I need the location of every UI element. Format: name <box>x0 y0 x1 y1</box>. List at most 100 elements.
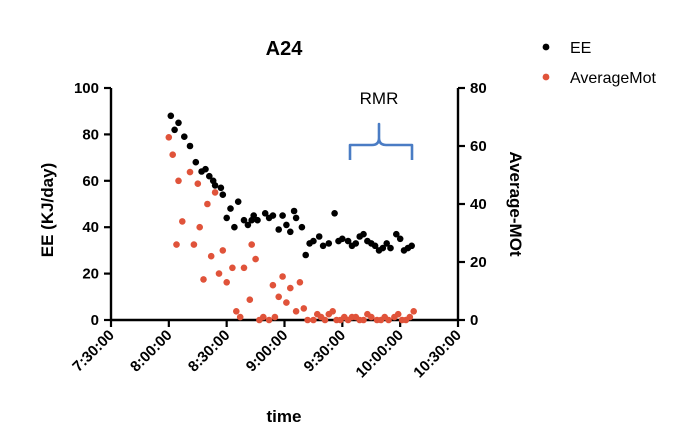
y-right-tick-label: 20 <box>470 254 487 271</box>
ee-point <box>240 216 248 224</box>
averagemot-point <box>275 293 283 301</box>
ee-point <box>290 207 298 215</box>
x-tick-label: 10:30:00 <box>410 327 464 381</box>
ee-point <box>331 210 338 217</box>
averagemot-point <box>211 189 219 196</box>
ee-point <box>206 172 213 180</box>
averagemot-point <box>279 273 286 280</box>
rmr-label: RMR <box>360 89 399 108</box>
averagemot-point <box>248 241 255 248</box>
y-right-tick-label: 60 <box>470 138 487 155</box>
averagemot-point <box>304 316 311 324</box>
ee-point <box>223 214 230 222</box>
legend-label-averagemot: AverageMot <box>570 70 657 87</box>
ee-point <box>298 223 306 231</box>
ee-point <box>269 212 277 219</box>
x-tick-label: 8:30:00 <box>185 327 234 376</box>
ee-point <box>283 221 290 229</box>
ee-point <box>244 221 252 229</box>
averagemot-point <box>219 247 227 254</box>
y-left-tick-label: 20 <box>82 266 99 283</box>
ee-point <box>339 235 346 243</box>
ee-point <box>383 240 391 247</box>
y-right-tick-label: 0 <box>470 312 478 329</box>
ee-point <box>408 242 416 250</box>
averagemot-point <box>215 270 223 277</box>
ee-point <box>325 240 333 247</box>
x-tick-label: 10:00:00 <box>353 327 407 381</box>
x-tick-label: 9:00:00 <box>243 327 292 376</box>
averagemot-point <box>229 264 236 272</box>
ee-point <box>396 235 404 243</box>
averagemot-point <box>385 316 392 324</box>
ee-point <box>171 126 178 134</box>
y-axis-left-label: EE (KJ/day) <box>38 163 57 257</box>
ee-point <box>202 165 209 173</box>
averagemot-point <box>200 276 207 283</box>
averagemot-point <box>296 279 304 286</box>
averagemot-point <box>300 305 308 312</box>
averagemot-point <box>410 308 418 315</box>
ee-point <box>275 226 283 233</box>
ee-point <box>310 237 317 245</box>
ee-point <box>287 228 294 236</box>
ee-point <box>227 205 234 212</box>
ee-point <box>250 212 257 219</box>
averagemot-point <box>287 284 294 292</box>
legend-label-ee: EE <box>570 40 591 57</box>
x-tick-label: 8:00:00 <box>127 327 176 376</box>
ee-point <box>302 251 310 259</box>
y-right-tick-label: 40 <box>470 196 487 213</box>
averagemot-point <box>233 308 240 315</box>
chart-title: A24 <box>266 38 304 60</box>
averagemot-point <box>260 313 267 321</box>
averagemot-point <box>190 241 198 248</box>
averagemot-point <box>173 241 180 248</box>
averagemot-point <box>368 313 375 321</box>
averagemot-point <box>204 200 211 208</box>
ee-point <box>186 142 194 150</box>
ee-point <box>217 184 225 192</box>
ee-point <box>393 230 400 238</box>
averagemot-point <box>223 279 230 286</box>
ee-point <box>379 244 387 252</box>
y-left-tick-label: 80 <box>82 126 99 143</box>
x-tick-label: 9:30:00 <box>301 327 350 376</box>
ee-point <box>192 158 200 166</box>
averagemot-point <box>310 316 317 324</box>
averagemot-point <box>321 316 329 324</box>
legend-marker-averagemot <box>542 73 550 81</box>
averagemot-point <box>329 308 337 315</box>
legend: EE AverageMot <box>542 40 657 87</box>
averagemot-point <box>271 313 279 321</box>
averagemot-point <box>283 299 290 306</box>
averagemot-point <box>246 296 254 304</box>
ee-point <box>360 230 367 238</box>
y-left-tick-label: 0 <box>91 312 99 329</box>
averagemot-point <box>196 223 203 231</box>
ee-point <box>254 216 261 224</box>
y-left-tick-label: 40 <box>82 219 99 236</box>
averagemot-point <box>360 316 367 324</box>
averagemot-point <box>240 264 248 272</box>
legend-marker-ee <box>542 43 550 51</box>
averagemot-point <box>265 316 273 324</box>
y-left-tick-label: 100 <box>74 80 99 97</box>
ee-point <box>315 233 323 240</box>
averagemot-point <box>269 281 277 289</box>
y-right-tick-label: 80 <box>470 80 487 97</box>
averagemot-point <box>406 313 414 321</box>
rmr-annotation: RMR <box>348 89 414 160</box>
averagemot-point <box>194 180 202 187</box>
ee-point <box>371 242 379 250</box>
rmr-brace <box>348 122 414 160</box>
ee-point <box>344 237 352 245</box>
ee-point <box>352 240 360 247</box>
averagemot-point <box>252 255 259 263</box>
averagemot-point <box>169 151 176 158</box>
ee-point <box>319 242 327 250</box>
y-axis-right-label: Average-MOt <box>506 151 525 257</box>
ee-point <box>261 210 269 217</box>
ee-point <box>231 223 238 231</box>
